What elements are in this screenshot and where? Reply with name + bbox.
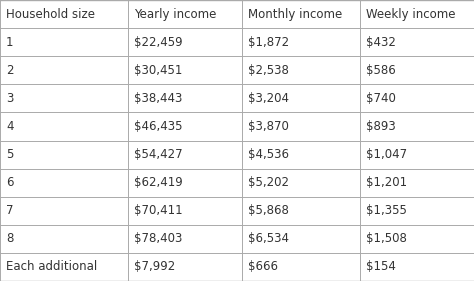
Bar	[128, 0, 242, 28]
Bar	[128, 140, 242, 169]
Bar	[128, 56, 242, 84]
Text: 6: 6	[6, 176, 14, 189]
Text: $3,204: $3,204	[248, 92, 289, 105]
Text: 2: 2	[6, 64, 14, 77]
Bar	[360, 140, 474, 169]
Bar	[0, 225, 128, 253]
Bar	[0, 56, 128, 84]
Text: $666: $666	[248, 260, 278, 273]
Bar	[242, 197, 360, 225]
Text: $2,538: $2,538	[248, 64, 289, 77]
Text: $70,411: $70,411	[134, 204, 183, 217]
Bar	[0, 28, 128, 56]
Bar	[360, 0, 474, 28]
Bar	[242, 0, 360, 28]
Bar	[242, 56, 360, 84]
Text: $6,534: $6,534	[248, 232, 289, 245]
Text: $22,459: $22,459	[134, 36, 183, 49]
Bar	[128, 84, 242, 112]
Text: $1,201: $1,201	[366, 176, 408, 189]
Bar	[0, 253, 128, 281]
Bar	[128, 197, 242, 225]
Text: $46,435: $46,435	[134, 120, 182, 133]
Text: 3: 3	[6, 92, 14, 105]
Bar	[128, 225, 242, 253]
Text: 4: 4	[6, 120, 14, 133]
Bar	[360, 169, 474, 197]
Bar	[242, 225, 360, 253]
Bar	[0, 84, 128, 112]
Text: $1,872: $1,872	[248, 36, 289, 49]
Text: Each additional: Each additional	[6, 260, 98, 273]
Text: 1: 1	[6, 36, 14, 49]
Bar	[360, 112, 474, 140]
Text: Household size: Household size	[6, 8, 95, 21]
Text: $893: $893	[366, 120, 396, 133]
Text: $1,508: $1,508	[366, 232, 407, 245]
Text: $38,443: $38,443	[134, 92, 182, 105]
Bar	[360, 253, 474, 281]
Bar	[128, 112, 242, 140]
Text: $740: $740	[366, 92, 396, 105]
Text: $4,536: $4,536	[248, 148, 289, 161]
Text: $154: $154	[366, 260, 396, 273]
Text: $5,868: $5,868	[248, 204, 289, 217]
Text: Weekly income: Weekly income	[366, 8, 456, 21]
Text: 5: 5	[6, 148, 14, 161]
Text: Monthly income: Monthly income	[248, 8, 342, 21]
Bar	[360, 84, 474, 112]
Bar	[242, 112, 360, 140]
Text: 7: 7	[6, 204, 14, 217]
Text: $62,419: $62,419	[134, 176, 183, 189]
Text: $54,427: $54,427	[134, 148, 183, 161]
Bar	[0, 0, 128, 28]
Bar	[128, 28, 242, 56]
Bar	[242, 253, 360, 281]
Bar	[242, 140, 360, 169]
Bar	[0, 169, 128, 197]
Text: $78,403: $78,403	[134, 232, 182, 245]
Text: $1,355: $1,355	[366, 204, 407, 217]
Bar	[0, 140, 128, 169]
Bar	[128, 169, 242, 197]
Bar	[0, 112, 128, 140]
Text: 8: 8	[6, 232, 14, 245]
Bar	[242, 28, 360, 56]
Bar	[360, 28, 474, 56]
Bar	[360, 225, 474, 253]
Text: $5,202: $5,202	[248, 176, 289, 189]
Bar	[242, 84, 360, 112]
Bar	[360, 56, 474, 84]
Bar	[128, 253, 242, 281]
Bar	[242, 169, 360, 197]
Text: $30,451: $30,451	[134, 64, 182, 77]
Text: $1,047: $1,047	[366, 148, 408, 161]
Bar	[0, 197, 128, 225]
Text: $586: $586	[366, 64, 396, 77]
Text: Yearly income: Yearly income	[134, 8, 217, 21]
Text: $3,870: $3,870	[248, 120, 289, 133]
Bar	[360, 197, 474, 225]
Text: $432: $432	[366, 36, 396, 49]
Text: $7,992: $7,992	[134, 260, 175, 273]
